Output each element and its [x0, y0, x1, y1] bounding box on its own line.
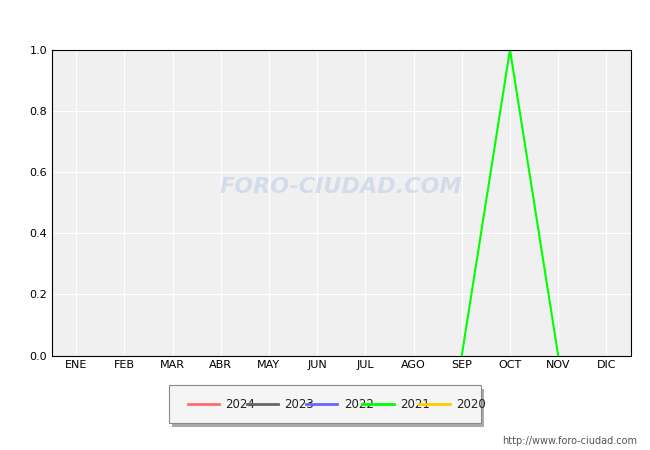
Text: 2023: 2023 — [285, 398, 314, 411]
Text: 2020: 2020 — [456, 398, 486, 411]
Text: http://www.foro-ciudad.com: http://www.foro-ciudad.com — [502, 436, 637, 446]
Text: Matriculaciones de Vehiculos en Rello: Matriculaciones de Vehiculos en Rello — [169, 11, 481, 29]
Text: 2021: 2021 — [400, 398, 430, 411]
Text: 2024: 2024 — [225, 398, 255, 411]
FancyBboxPatch shape — [172, 389, 484, 427]
Text: FORO-CIUDAD.COM: FORO-CIUDAD.COM — [220, 177, 463, 197]
Text: 2022: 2022 — [344, 398, 374, 411]
FancyBboxPatch shape — [169, 385, 481, 423]
